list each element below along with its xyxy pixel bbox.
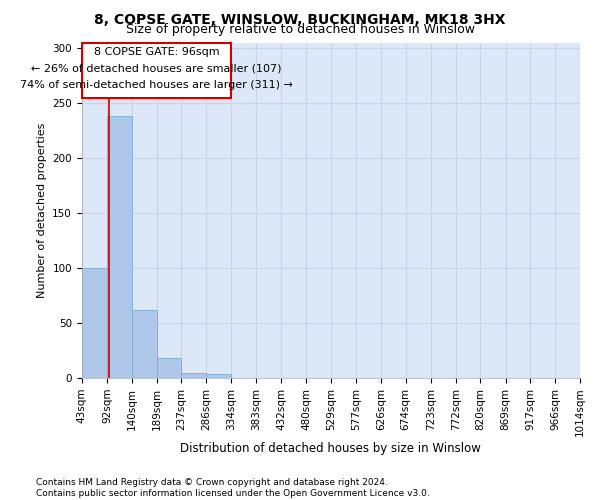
Bar <box>206 374 231 378</box>
Text: Contains HM Land Registry data © Crown copyright and database right 2024.
Contai: Contains HM Land Registry data © Crown c… <box>36 478 430 498</box>
Bar <box>131 310 157 378</box>
Text: ← 26% of detached houses are smaller (107): ← 26% of detached houses are smaller (10… <box>31 64 281 74</box>
Bar <box>107 116 131 378</box>
Bar <box>157 358 181 378</box>
Text: 74% of semi-detached houses are larger (311) →: 74% of semi-detached houses are larger (… <box>20 80 293 90</box>
Text: Size of property relative to detached houses in Winslow: Size of property relative to detached ho… <box>125 22 475 36</box>
Y-axis label: Number of detached properties: Number of detached properties <box>37 122 47 298</box>
Text: 8, COPSE GATE, WINSLOW, BUCKINGHAM, MK18 3HX: 8, COPSE GATE, WINSLOW, BUCKINGHAM, MK18… <box>94 12 506 26</box>
FancyBboxPatch shape <box>82 42 231 98</box>
Text: 8 COPSE GATE: 96sqm: 8 COPSE GATE: 96sqm <box>94 47 219 57</box>
Bar <box>181 372 206 378</box>
X-axis label: Distribution of detached houses by size in Winslow: Distribution of detached houses by size … <box>181 442 481 455</box>
Bar <box>82 268 107 378</box>
